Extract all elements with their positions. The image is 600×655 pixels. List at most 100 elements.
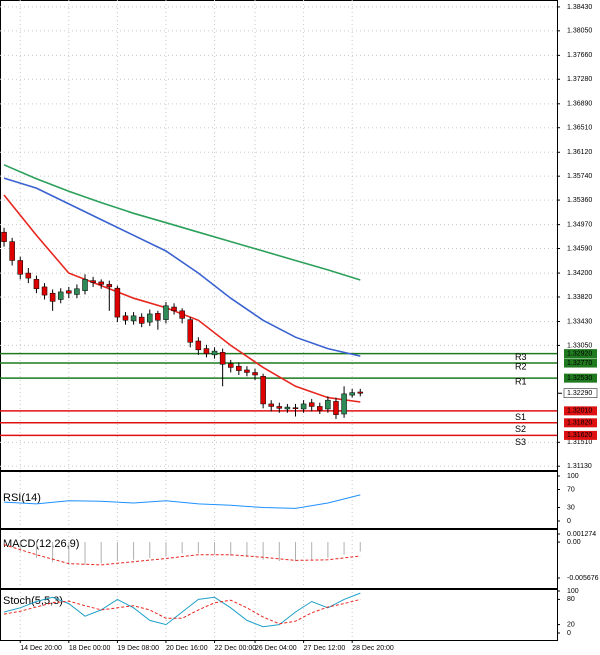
y-tick-label: 100 — [567, 588, 579, 595]
y-tick-label: 1.36890 — [567, 101, 592, 108]
candle-body — [244, 369, 250, 373]
level-value-box — [564, 358, 597, 368]
level-value-label: 1.32920 — [567, 350, 592, 357]
candle-body — [236, 365, 242, 371]
level-value-box — [564, 430, 597, 440]
candle-body — [82, 279, 88, 291]
candle-body — [252, 372, 258, 376]
level-value-label: 1.32010 — [567, 408, 592, 415]
y-tick-label: 100 — [567, 473, 579, 480]
candle-body — [333, 401, 339, 415]
indicator-line — [3, 177, 361, 357]
y-tick-label: 1.31130 — [567, 463, 592, 470]
level-value-box — [564, 406, 597, 416]
level-value-box — [564, 418, 597, 428]
indicator-line — [3, 544, 361, 566]
y-tick-label: 1.34200 — [567, 270, 592, 277]
indicator-title: Stoch(5,5,3) — [3, 595, 63, 607]
y-tick-label: 1.34590 — [567, 245, 592, 252]
y-tick-label: 1.33430 — [567, 318, 592, 325]
y-tick-label: 1.37280 — [567, 76, 592, 83]
candle-body — [147, 313, 153, 323]
y-tick-label: 20 — [567, 621, 575, 628]
candle-body — [268, 403, 274, 407]
candle-body — [49, 292, 56, 302]
candle-body — [349, 392, 355, 396]
candle-body — [98, 281, 104, 285]
y-tick-label: 1.36510 — [567, 125, 592, 132]
candle-body — [357, 391, 364, 394]
candle-body — [276, 406, 283, 409]
x-tick-label: 28 Dec 20:00 — [352, 645, 394, 652]
candle-body — [17, 260, 23, 275]
candle-body — [341, 393, 347, 415]
candle-body — [284, 406, 291, 410]
x-tick-label: 26 Dec 04:00 — [255, 645, 297, 652]
y-tick-label: 0 — [567, 630, 571, 637]
y-tick-label: 1.35740 — [567, 173, 592, 180]
candle-body — [300, 403, 307, 410]
x-tick-label: 27 Dec 12:00 — [304, 645, 346, 652]
panel-frame — [0, 471, 558, 529]
candle-body — [33, 279, 40, 290]
candle-body — [57, 291, 64, 300]
candle-body — [260, 376, 266, 405]
x-tick-label: 18 Dec 00:00 — [69, 645, 111, 652]
level-value-label: 1.31620 — [567, 432, 592, 439]
y-tick-label: 1.38430 — [567, 4, 592, 11]
last-price-label: 1.32290 — [567, 390, 592, 397]
y-tick-label: 1.35360 — [567, 197, 592, 204]
candle-body — [317, 406, 323, 411]
candle-body — [122, 315, 129, 321]
x-tick-label: 14 Dec 20:00 — [20, 645, 62, 652]
candle-body — [155, 313, 161, 321]
candle-body — [171, 306, 177, 312]
x-tick-label: 20 Dec 16:00 — [166, 645, 208, 652]
candle-body — [106, 284, 113, 288]
panel-frame — [0, 0, 558, 471]
indicator-line — [3, 494, 361, 509]
candle-body — [325, 399, 331, 410]
y-tick-label: 0 — [567, 518, 571, 525]
level-value-label: 1.32770 — [567, 360, 592, 367]
y-tick-label: 0.001274 — [567, 531, 596, 538]
candle-body — [66, 290, 72, 294]
y-tick-label: 1.34970 — [567, 221, 592, 228]
candle-body — [25, 272, 32, 279]
y-tick-label: -0.005676 — [567, 575, 599, 582]
level-name: R2 — [515, 361, 527, 371]
indicator-line — [3, 598, 361, 625]
last-price-box — [563, 388, 598, 398]
y-tick-label: 0.00 — [567, 539, 581, 546]
level-name: R3 — [515, 352, 527, 362]
indicator-line — [3, 164, 361, 281]
candle-body — [138, 316, 145, 324]
y-tick-label: 1.38050 — [567, 28, 592, 35]
level-name: S2 — [515, 424, 526, 434]
candle-body — [195, 340, 202, 351]
level-value-box — [564, 373, 597, 383]
candle-body — [203, 348, 210, 354]
level-name: S1 — [515, 412, 526, 422]
candle-body — [227, 363, 234, 368]
y-tick-label: 70 — [567, 486, 575, 493]
level-value-label: 1.32530 — [567, 375, 592, 382]
level-name: S3 — [515, 437, 526, 447]
candle-body — [308, 402, 315, 407]
candle-body — [163, 305, 169, 320]
candle-body — [187, 319, 194, 343]
candle-body — [219, 352, 226, 365]
y-tick-label: 80 — [567, 596, 575, 603]
candle-body — [292, 407, 299, 409]
candle-body — [179, 310, 185, 319]
indicator-title: MACD(12,26,9) — [3, 538, 79, 550]
candle-body — [74, 288, 80, 295]
level-value-box — [564, 349, 597, 359]
candle-body — [114, 287, 121, 318]
panel-frame — [0, 589, 558, 641]
candle-body — [41, 286, 48, 296]
candle-body — [90, 280, 96, 283]
y-tick-label: 1.36120 — [567, 149, 592, 156]
